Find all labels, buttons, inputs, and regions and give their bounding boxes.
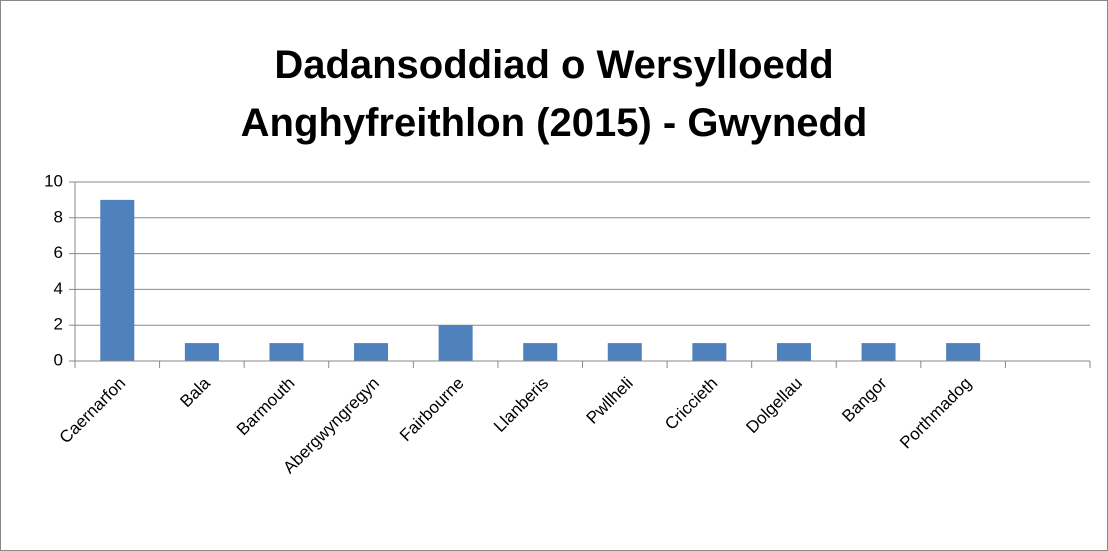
bar bbox=[184, 343, 219, 361]
bar bbox=[946, 343, 981, 361]
bar bbox=[861, 343, 896, 361]
y-tick-label: 4 bbox=[54, 279, 63, 298]
y-tick-label: 10 bbox=[44, 171, 63, 190]
bar bbox=[269, 343, 304, 361]
y-tick-label: 8 bbox=[54, 207, 63, 226]
y-tick-label: 0 bbox=[54, 350, 63, 369]
bar bbox=[100, 199, 135, 361]
bar bbox=[354, 343, 389, 361]
y-tick-label: 2 bbox=[54, 315, 63, 334]
bar bbox=[776, 343, 811, 361]
bar bbox=[523, 343, 558, 361]
bar bbox=[438, 325, 473, 361]
bar bbox=[607, 343, 642, 361]
chart-title: Dadansoddiad o Wersylloedd Anghyfreithlo… bbox=[240, 43, 868, 145]
bar bbox=[692, 343, 727, 361]
y-tick-label: 6 bbox=[54, 243, 63, 262]
